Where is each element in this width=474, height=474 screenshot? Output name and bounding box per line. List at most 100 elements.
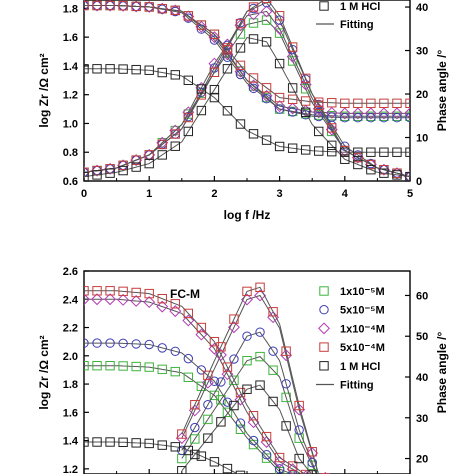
logz-point bbox=[377, 107, 390, 120]
logz-point bbox=[327, 146, 337, 157]
logz-point bbox=[405, 113, 410, 123]
phase-point bbox=[235, 29, 246, 39]
y-tick-label: 1.6 bbox=[63, 407, 78, 419]
phase-point bbox=[274, 58, 285, 69]
phase-point bbox=[229, 400, 239, 411]
legend-marker bbox=[319, 342, 329, 352]
y2-tick-label: 30 bbox=[416, 46, 428, 58]
phase-point bbox=[260, 5, 273, 18]
logz-point bbox=[131, 287, 141, 298]
panel-label: FC-M bbox=[170, 287, 200, 301]
phase-point bbox=[353, 159, 363, 170]
logz-point bbox=[353, 98, 363, 109]
logz-point bbox=[144, 362, 154, 372]
y2-axis-label: Phase angle /° bbox=[435, 332, 449, 414]
logz-point bbox=[325, 106, 338, 119]
phase-point bbox=[327, 140, 337, 151]
logz-point bbox=[209, 92, 220, 103]
phase-point bbox=[268, 396, 278, 407]
phase-point bbox=[268, 307, 278, 317]
logz-point bbox=[131, 64, 141, 75]
phase-point bbox=[255, 380, 265, 390]
logz-point bbox=[157, 440, 167, 450]
logz-point bbox=[287, 461, 298, 471]
legend-label: 1x10⁻⁴M bbox=[340, 323, 385, 335]
logz-point bbox=[379, 147, 389, 157]
logz-point bbox=[274, 141, 285, 152]
logz-point bbox=[131, 361, 141, 372]
logz-point bbox=[287, 471, 298, 474]
phase-point bbox=[216, 395, 226, 405]
logz-point bbox=[405, 147, 410, 157]
logz-point bbox=[261, 135, 272, 145]
logz-point bbox=[274, 104, 285, 114]
y-tick-label: 2.4 bbox=[63, 294, 79, 306]
phase-point bbox=[261, 0, 272, 4]
logz-point bbox=[131, 339, 141, 349]
logz-point bbox=[274, 464, 285, 474]
phase-point bbox=[203, 433, 213, 443]
y-tick-label: 0.8 bbox=[63, 147, 78, 159]
plot-area bbox=[84, 282, 330, 474]
phase-point bbox=[242, 384, 252, 394]
logz-point bbox=[183, 372, 194, 382]
phase-point bbox=[405, 171, 410, 181]
logz-point bbox=[405, 98, 410, 109]
y-tick-label: 1.2 bbox=[63, 90, 78, 102]
logz-point bbox=[300, 96, 311, 106]
logz-point bbox=[91, 293, 103, 306]
logz-point bbox=[105, 64, 115, 74]
phase-point bbox=[247, 8, 260, 21]
phase-point bbox=[190, 434, 200, 444]
logz-point bbox=[274, 452, 285, 463]
phase-point bbox=[268, 346, 278, 356]
logz-point bbox=[260, 89, 273, 102]
phase-point bbox=[281, 379, 291, 389]
logz-point bbox=[222, 463, 233, 474]
logz-point bbox=[340, 113, 350, 123]
phase-point bbox=[248, 2, 259, 12]
phase-point bbox=[216, 377, 226, 387]
phase-point bbox=[392, 170, 402, 180]
logz-point bbox=[274, 92, 285, 103]
phase-point bbox=[294, 453, 304, 464]
logz-point bbox=[144, 339, 154, 350]
phase-point bbox=[222, 43, 233, 53]
logz-point bbox=[105, 360, 115, 371]
logz-point bbox=[92, 437, 102, 447]
fitting-line-logz bbox=[84, 342, 293, 474]
logz-point bbox=[209, 457, 220, 467]
phase-point bbox=[340, 154, 350, 164]
y-tick-label: 2.2 bbox=[63, 323, 78, 335]
logz-point bbox=[92, 338, 102, 348]
phase-point bbox=[248, 18, 259, 28]
phase-point bbox=[183, 112, 194, 123]
logz-point bbox=[404, 107, 410, 120]
logz-point bbox=[235, 119, 246, 129]
phase-point bbox=[203, 400, 213, 410]
logz-point bbox=[222, 362, 233, 372]
y-axis-label: log Zr /Ω cm² bbox=[37, 335, 51, 409]
phase-point bbox=[201, 376, 214, 389]
logz-point bbox=[287, 107, 298, 117]
bottom-bode-panel: 1.2 1.4 1.6 1.8 2.0 2.2 2.4 2.6 20 30 40 50 60 log Zr… bbox=[37, 266, 449, 474]
y2-tick-label: 40 bbox=[416, 372, 428, 384]
logz-point bbox=[118, 64, 128, 74]
phase-point bbox=[203, 414, 213, 425]
phase-point bbox=[255, 327, 265, 337]
y2-tick-label: 60 bbox=[416, 290, 428, 302]
logz-point bbox=[353, 113, 363, 123]
logz-point bbox=[84, 437, 89, 447]
fitting-line-logz bbox=[84, 441, 239, 474]
phase-point bbox=[379, 168, 389, 178]
logz-point bbox=[84, 0, 89, 11]
phase-point bbox=[156, 136, 169, 149]
logz-point bbox=[392, 147, 402, 157]
legend-label: 5x10⁻⁵M bbox=[340, 305, 385, 317]
phase-point bbox=[209, 84, 220, 95]
logz-point bbox=[157, 364, 167, 375]
logz-point bbox=[379, 113, 389, 123]
logz-point bbox=[261, 450, 272, 460]
logz-point bbox=[261, 431, 272, 442]
phase-point bbox=[177, 445, 187, 456]
